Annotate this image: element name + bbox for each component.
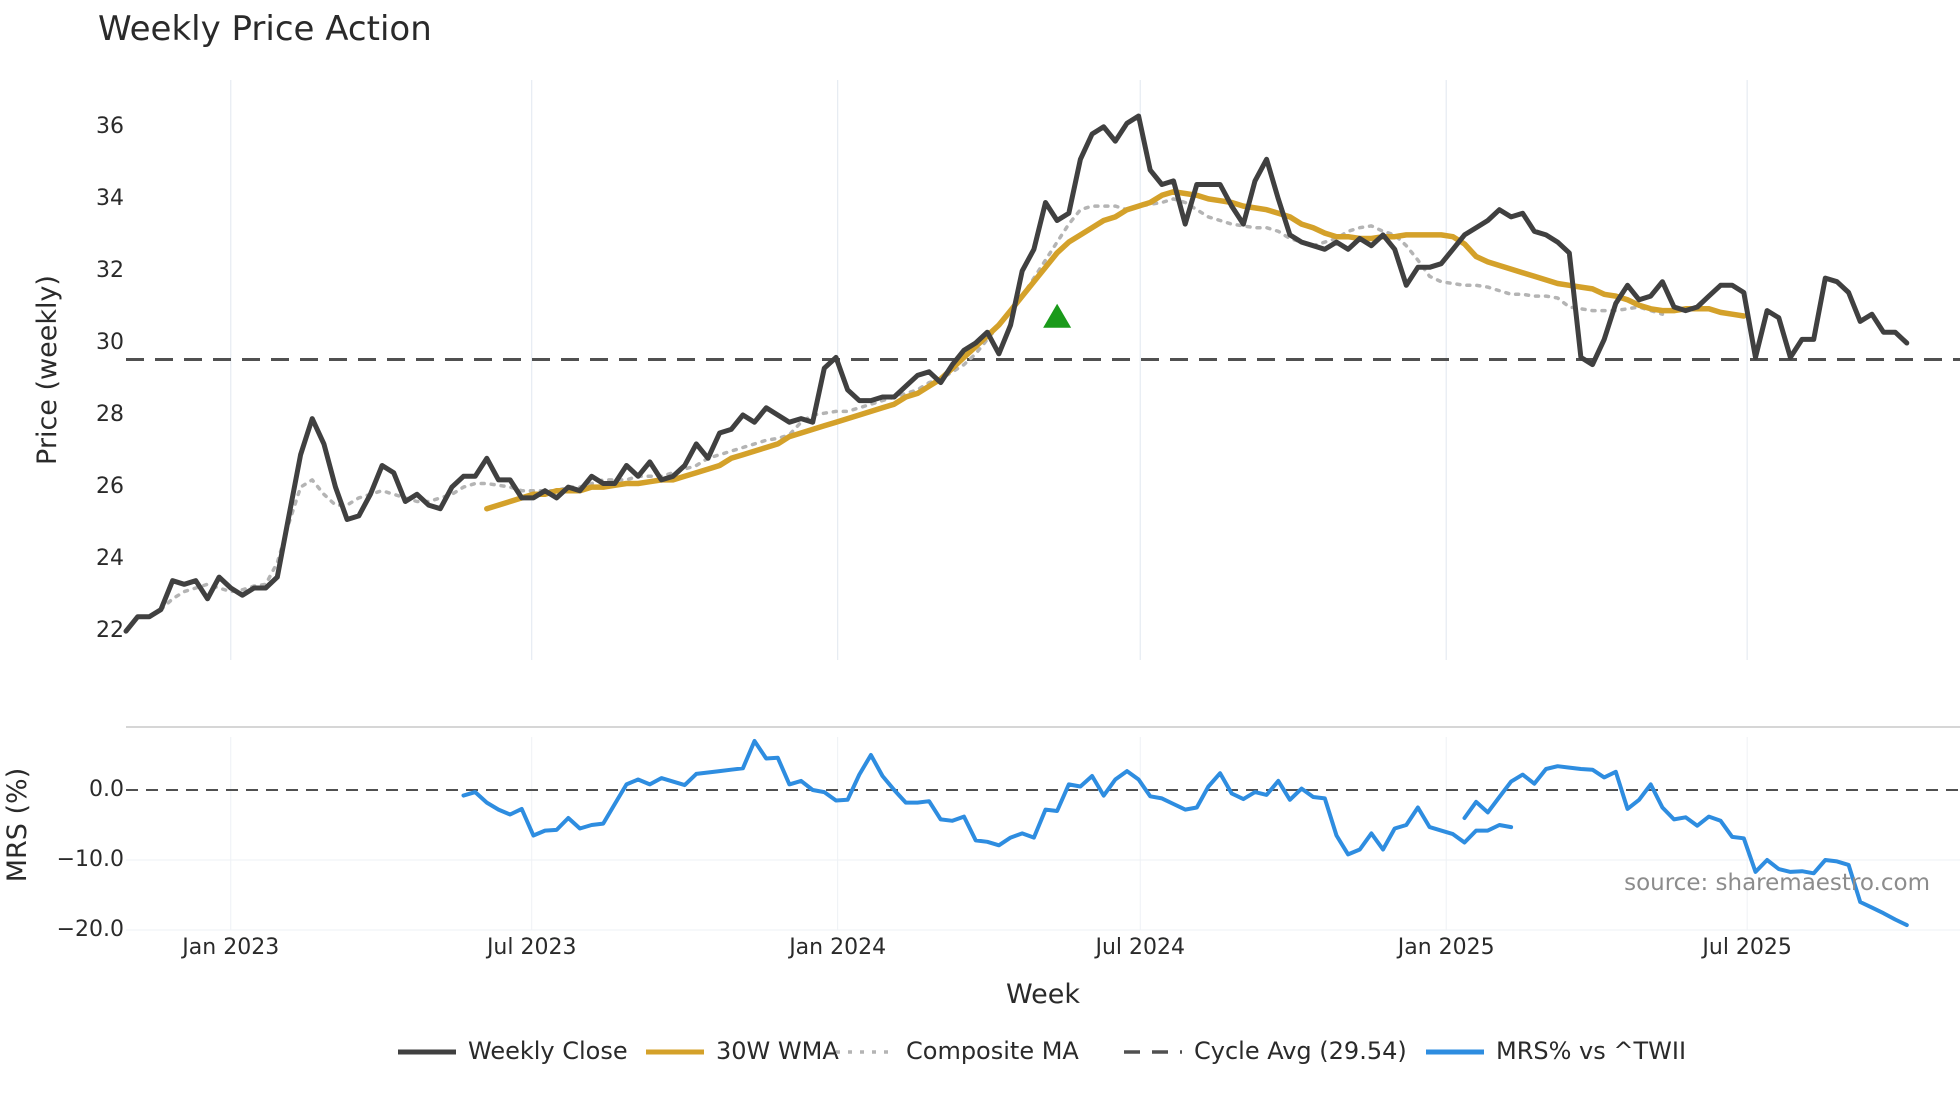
price-y-tick-label: 24	[96, 546, 124, 571]
30w-wma-line	[484, 188, 1747, 512]
source-annotation: source: sharemaestro.com	[1624, 870, 1930, 896]
x-tick-label: Jul 2025	[1700, 935, 1792, 960]
price-y-tick-label: 32	[96, 258, 124, 283]
price-y-tick-label: 22	[96, 618, 124, 643]
price-y-tick-label: 28	[96, 402, 124, 427]
x-tick-label: Jan 2025	[1396, 935, 1495, 960]
legend-item-cycle-avg: Cycle Avg (29.54)	[1124, 1037, 1407, 1065]
price-y-tick-label: 34	[96, 186, 124, 211]
legend-label: 30W WMA	[716, 1037, 839, 1065]
buy-signal-marker	[1043, 303, 1072, 328]
mrs-series-group	[126, 739, 1960, 928]
mrs-line-segment	[1462, 764, 1909, 928]
mrs-y-tick-label: 0.0	[89, 777, 124, 802]
legend: Weekly Close 30W WMA Composite MA Cycle Avg…	[398, 1037, 1686, 1065]
x-tick-label: Jan 2024	[787, 935, 886, 960]
x-tick-label: Jul 2023	[485, 935, 577, 960]
mrs-y-axis-label: MRS (%)	[2, 768, 33, 883]
legend-label: Composite MA	[906, 1037, 1079, 1065]
price-y-tick-label: 26	[96, 474, 124, 499]
price-y-tick-label: 36	[96, 114, 124, 139]
mrs-y-ticks: 0.0 −10.0 −20.0	[57, 777, 124, 942]
mrs-y-tick-label: −20.0	[57, 917, 124, 942]
legend-item-30w-wma: 30W WMA	[646, 1037, 839, 1065]
x-axis-label: Week	[1006, 979, 1080, 1010]
chart-title: Weekly Price Action	[98, 9, 432, 49]
x-tick-label: Jan 2023	[180, 935, 279, 960]
mrs-y-tick-label: −10.0	[57, 847, 124, 872]
composite-ma-line	[159, 197, 1665, 612]
legend-item-composite-ma: Composite MA	[836, 1037, 1079, 1065]
x-ticks: Jan 2023 Jul 2023 Jan 2024 Jul 2024 Jan 2025…	[180, 935, 1792, 960]
price-series-group	[123, 113, 1960, 634]
mrs-line-segment	[461, 739, 1514, 857]
legend-item-mrs: MRS% vs ^TWII	[1426, 1037, 1686, 1065]
price-y-axis-label: Price (weekly)	[32, 275, 63, 465]
weekly-close-line	[123, 113, 1910, 634]
legend-label: MRS% vs ^TWII	[1496, 1037, 1686, 1065]
mrs-gridlines	[126, 737, 1960, 931]
price-y-ticks: 22 24 26 28 30 32 34 36	[96, 114, 124, 643]
price-gridlines	[230, 80, 1748, 660]
legend-label: Cycle Avg (29.54)	[1194, 1037, 1407, 1065]
legend-label: Weekly Close	[468, 1037, 628, 1065]
legend-item-weekly-close: Weekly Close	[398, 1037, 628, 1065]
x-tick-label: Jul 2024	[1094, 935, 1186, 960]
price-y-tick-label: 30	[96, 330, 124, 355]
